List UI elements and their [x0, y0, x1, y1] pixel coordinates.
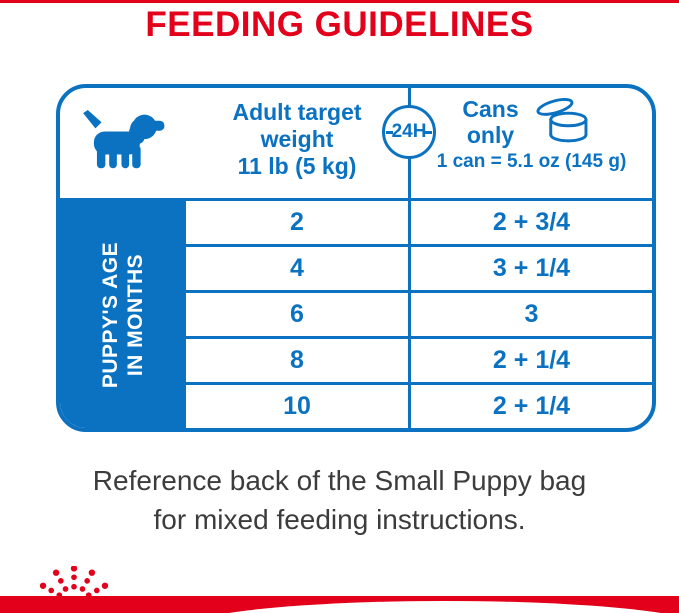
weight-line-1: Adult target: [232, 99, 362, 125]
weight-line-2: weight: [260, 126, 334, 152]
cans-value: 2 + 3/4: [408, 201, 652, 244]
age-value: 8: [290, 346, 304, 374]
top-divider: [0, 0, 679, 3]
mixed-feeding-note: Reference back of the Small Puppy bag fo…: [0, 461, 679, 539]
cans-label-line-1: Cans: [462, 96, 519, 122]
age-axis-line-1: PUPPY'S AGE: [99, 241, 123, 388]
cans-value: 3: [408, 293, 652, 336]
cans-only-label: Cans only: [462, 96, 518, 148]
cans-header: Cans only 1 can = 5.1 oz (145 g): [408, 88, 652, 198]
can-equivalence-label: 1 can = 5.1 oz (145 g): [436, 151, 627, 172]
note-line-1: Reference back of the Small Puppy bag: [92, 465, 587, 496]
feeding-table: Adult target weight 11 lb (5 kg) Cans on…: [56, 84, 656, 432]
puppy-icon: [83, 110, 165, 169]
age-value: 2: [290, 208, 304, 236]
brand-band-oval: [185, 601, 679, 613]
page-title: FEEDING GUIDELINES: [145, 5, 534, 44]
cans-value: 2 + 1/4: [408, 339, 652, 382]
24h-clock-icon: 24H: [382, 105, 436, 159]
table-row: 6 3: [186, 290, 652, 336]
header-divider: [60, 198, 652, 201]
table-row: 10 2 + 1/4: [186, 382, 652, 428]
cans-label-line-2: only: [466, 122, 515, 148]
table-body: PUPPY'S AGE IN MONTHS 2 2 + 3/4 4 3 + 1/…: [60, 201, 652, 428]
royal-canin-crown-icon: [39, 566, 109, 598]
cans-value: 2 + 1/4: [408, 385, 652, 428]
puppy-icon-cell: [60, 88, 186, 198]
age-value: 6: [290, 300, 304, 328]
age-axis-line-2: IN MONTHS: [124, 253, 148, 376]
age-value: 4: [290, 254, 304, 282]
open-can-icon: [536, 97, 588, 143]
table-row: 4 3 + 1/4: [186, 244, 652, 290]
age-axis-sidebar: PUPPY'S AGE IN MONTHS: [60, 201, 186, 428]
table-row: 8 2 + 1/4: [186, 336, 652, 382]
adult-target-weight-header: Adult target weight 11 lb (5 kg): [186, 88, 408, 198]
table-rows: 2 2 + 3/4 4 3 + 1/4 6 3 8 2 + 1/4 10 2: [186, 201, 652, 428]
age-axis-label: PUPPY'S AGE IN MONTHS: [98, 241, 148, 387]
cans-value: 3 + 1/4: [408, 247, 652, 290]
24h-label: 24H: [391, 121, 427, 142]
cans-header-top: Cans only: [462, 96, 600, 148]
age-value: 10: [283, 392, 311, 420]
note-line-2: for mixed feeding instructions.: [153, 504, 526, 535]
weight-line-3: 11 lb (5 kg): [237, 153, 357, 179]
table-header: Adult target weight 11 lb (5 kg) Cans on…: [60, 88, 652, 198]
table-row: 2 2 + 3/4: [186, 201, 652, 244]
